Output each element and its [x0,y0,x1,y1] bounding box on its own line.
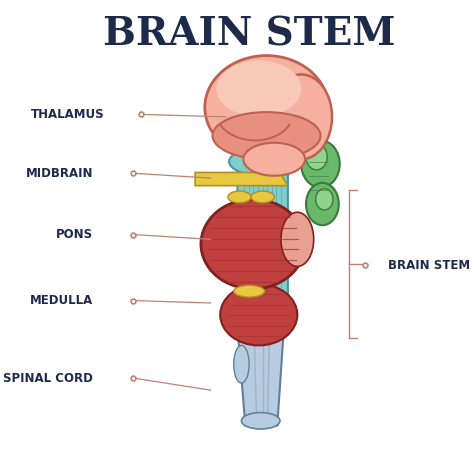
Ellipse shape [205,55,328,159]
Ellipse shape [243,143,305,176]
Polygon shape [195,173,288,186]
Text: MIDBRAIN: MIDBRAIN [26,167,93,180]
Ellipse shape [220,284,297,346]
Ellipse shape [201,199,305,289]
Ellipse shape [301,140,340,188]
Ellipse shape [281,212,314,266]
Text: SPINAL CORD: SPINAL CORD [3,372,93,385]
Text: MEDULLA: MEDULLA [30,294,93,307]
Ellipse shape [306,144,327,170]
Ellipse shape [229,147,299,176]
Ellipse shape [234,285,264,297]
Ellipse shape [251,191,274,203]
Ellipse shape [212,112,320,159]
Text: BRAIN STEM: BRAIN STEM [103,16,395,54]
Text: BRAIN STEM: BRAIN STEM [388,259,470,272]
Ellipse shape [216,60,301,117]
Ellipse shape [316,189,333,210]
FancyBboxPatch shape [237,158,288,335]
Ellipse shape [306,183,339,225]
Ellipse shape [234,346,249,383]
Polygon shape [237,329,284,426]
Ellipse shape [270,74,332,159]
Ellipse shape [241,412,280,429]
Ellipse shape [228,191,251,203]
Text: THALAMUS: THALAMUS [31,108,105,121]
Text: PONS: PONS [56,228,93,241]
